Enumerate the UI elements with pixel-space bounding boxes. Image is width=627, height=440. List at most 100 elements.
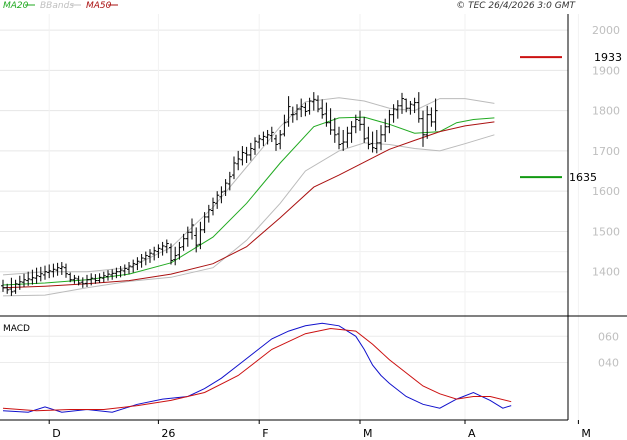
ohlc-bar xyxy=(76,275,81,286)
ohlc-bar xyxy=(185,226,190,247)
ohlc-bar xyxy=(139,253,144,268)
legend-ma50: MA50 xyxy=(86,1,112,11)
ohlc-bar xyxy=(55,262,60,276)
macd-series-line-1 xyxy=(2,327,512,412)
ohlc-bar xyxy=(429,107,434,127)
ohlc-bar xyxy=(295,104,299,121)
series-line-bbands xyxy=(2,97,495,276)
price-y-axis: 2000 1900 1800 1700 1600 1500 1400 xyxy=(592,24,620,279)
ohlc-bar xyxy=(328,108,333,135)
price-level-label: 1635 xyxy=(569,171,597,184)
ohlc-bar xyxy=(278,129,283,150)
ohlc-bar xyxy=(282,114,287,137)
ohlc-bar xyxy=(177,241,182,260)
price-grid xyxy=(0,14,579,420)
ohlc-bar xyxy=(85,274,89,288)
ohlc-bar xyxy=(332,117,337,143)
ohlc-bar xyxy=(181,233,186,251)
series-line-ma20 xyxy=(2,116,495,286)
price-levels: 1933 1635 xyxy=(520,51,622,184)
ohlc-bar xyxy=(131,259,136,273)
ohlc-bar xyxy=(219,186,224,204)
ohlc-bar xyxy=(89,273,94,286)
ohlc-bar xyxy=(244,146,249,163)
ohlc-bar xyxy=(395,100,400,119)
ohlc-bar xyxy=(370,131,375,153)
price-panel: 2000 1900 1800 1700 1600 1500 1400 1933 1635 xyxy=(0,14,622,420)
ohlc-bar xyxy=(261,131,266,147)
ohlc-bar xyxy=(97,273,102,283)
ohlc-bar xyxy=(232,156,236,180)
x-axis: D 26 F M A M xyxy=(48,420,591,440)
ohlc-bar xyxy=(391,104,396,123)
ohlc-bar xyxy=(387,109,392,134)
price-level-label: 1933 xyxy=(594,51,622,64)
ohlc-bar xyxy=(425,105,430,139)
ohlc-bar xyxy=(9,277,14,296)
ohlc-bar xyxy=(211,197,215,216)
ohlc-bar xyxy=(299,98,304,118)
ohlc-bar xyxy=(320,99,325,119)
price-indicator-lines xyxy=(2,97,495,297)
x-tick-label: D xyxy=(52,427,60,440)
ohlc-bar xyxy=(274,134,278,151)
ohlc-bar xyxy=(307,97,312,115)
ohlc-bar xyxy=(64,263,68,278)
legend-ma20: MA20 xyxy=(3,1,29,11)
ohlc-bar xyxy=(202,212,207,234)
ohlc-bar xyxy=(358,110,362,131)
ohlc-bar xyxy=(412,97,417,114)
legend-bbands: BBands xyxy=(40,1,74,11)
ohlc-bar xyxy=(59,262,64,275)
ohlc-bar xyxy=(43,265,47,280)
ohlc-bar xyxy=(13,279,18,294)
ohlc-bar xyxy=(194,227,199,253)
ohlc-bar xyxy=(353,114,358,134)
ohlc-bar xyxy=(379,125,383,151)
ohlc-bar xyxy=(127,262,131,275)
price-y-tick-label: 1800 xyxy=(592,105,620,118)
ohlc-bar xyxy=(72,274,77,284)
ohlc-bar xyxy=(106,270,110,281)
ohlc-bar xyxy=(383,118,388,143)
macd-y-tick-label: 040 xyxy=(598,356,619,369)
ohlc-bar xyxy=(223,179,228,197)
ohlc-bar xyxy=(17,275,22,290)
ohlc-bar xyxy=(408,100,413,115)
ohlc-bar xyxy=(164,239,169,254)
ohlc-bar xyxy=(253,137,257,155)
macd-title: MACD xyxy=(3,324,30,334)
ohlc-bar xyxy=(143,251,148,266)
ohlc-bar xyxy=(148,249,152,263)
ohlc-bar xyxy=(118,266,123,278)
ohlc-bar xyxy=(190,218,194,240)
ohlc-bar xyxy=(215,191,220,209)
x-tick-label: A xyxy=(468,427,476,440)
ohlc-bar xyxy=(433,98,438,131)
price-ohlc-bars xyxy=(1,92,438,296)
ohlc-bar xyxy=(93,274,98,284)
ohlc-bar xyxy=(101,271,106,283)
macd-y-tick-label: 060 xyxy=(598,330,619,343)
ohlc-bar xyxy=(173,246,178,266)
price-y-tick-label: 1400 xyxy=(592,266,620,279)
ohlc-bar xyxy=(122,264,127,276)
ohlc-bar xyxy=(68,272,73,283)
ohlc-bar xyxy=(337,126,341,150)
series-line-ma50 xyxy=(2,121,495,289)
price-y-tick-label: 2000 xyxy=(592,24,620,37)
ohlc-bar xyxy=(290,106,295,123)
ohlc-bar xyxy=(374,129,379,154)
ohlc-bar xyxy=(38,266,43,282)
macd-lines xyxy=(2,322,512,413)
ohlc-bar xyxy=(341,129,346,151)
ohlc-bar xyxy=(286,96,291,127)
price-y-tick-label: 1700 xyxy=(592,145,620,158)
ohlc-bar xyxy=(240,146,245,166)
ohlc-bar xyxy=(169,243,173,265)
ohlc-bar xyxy=(227,171,232,191)
ohlc-bar xyxy=(311,92,316,111)
macd-grid xyxy=(0,335,568,363)
price-y-tick-label: 1900 xyxy=(592,64,620,77)
